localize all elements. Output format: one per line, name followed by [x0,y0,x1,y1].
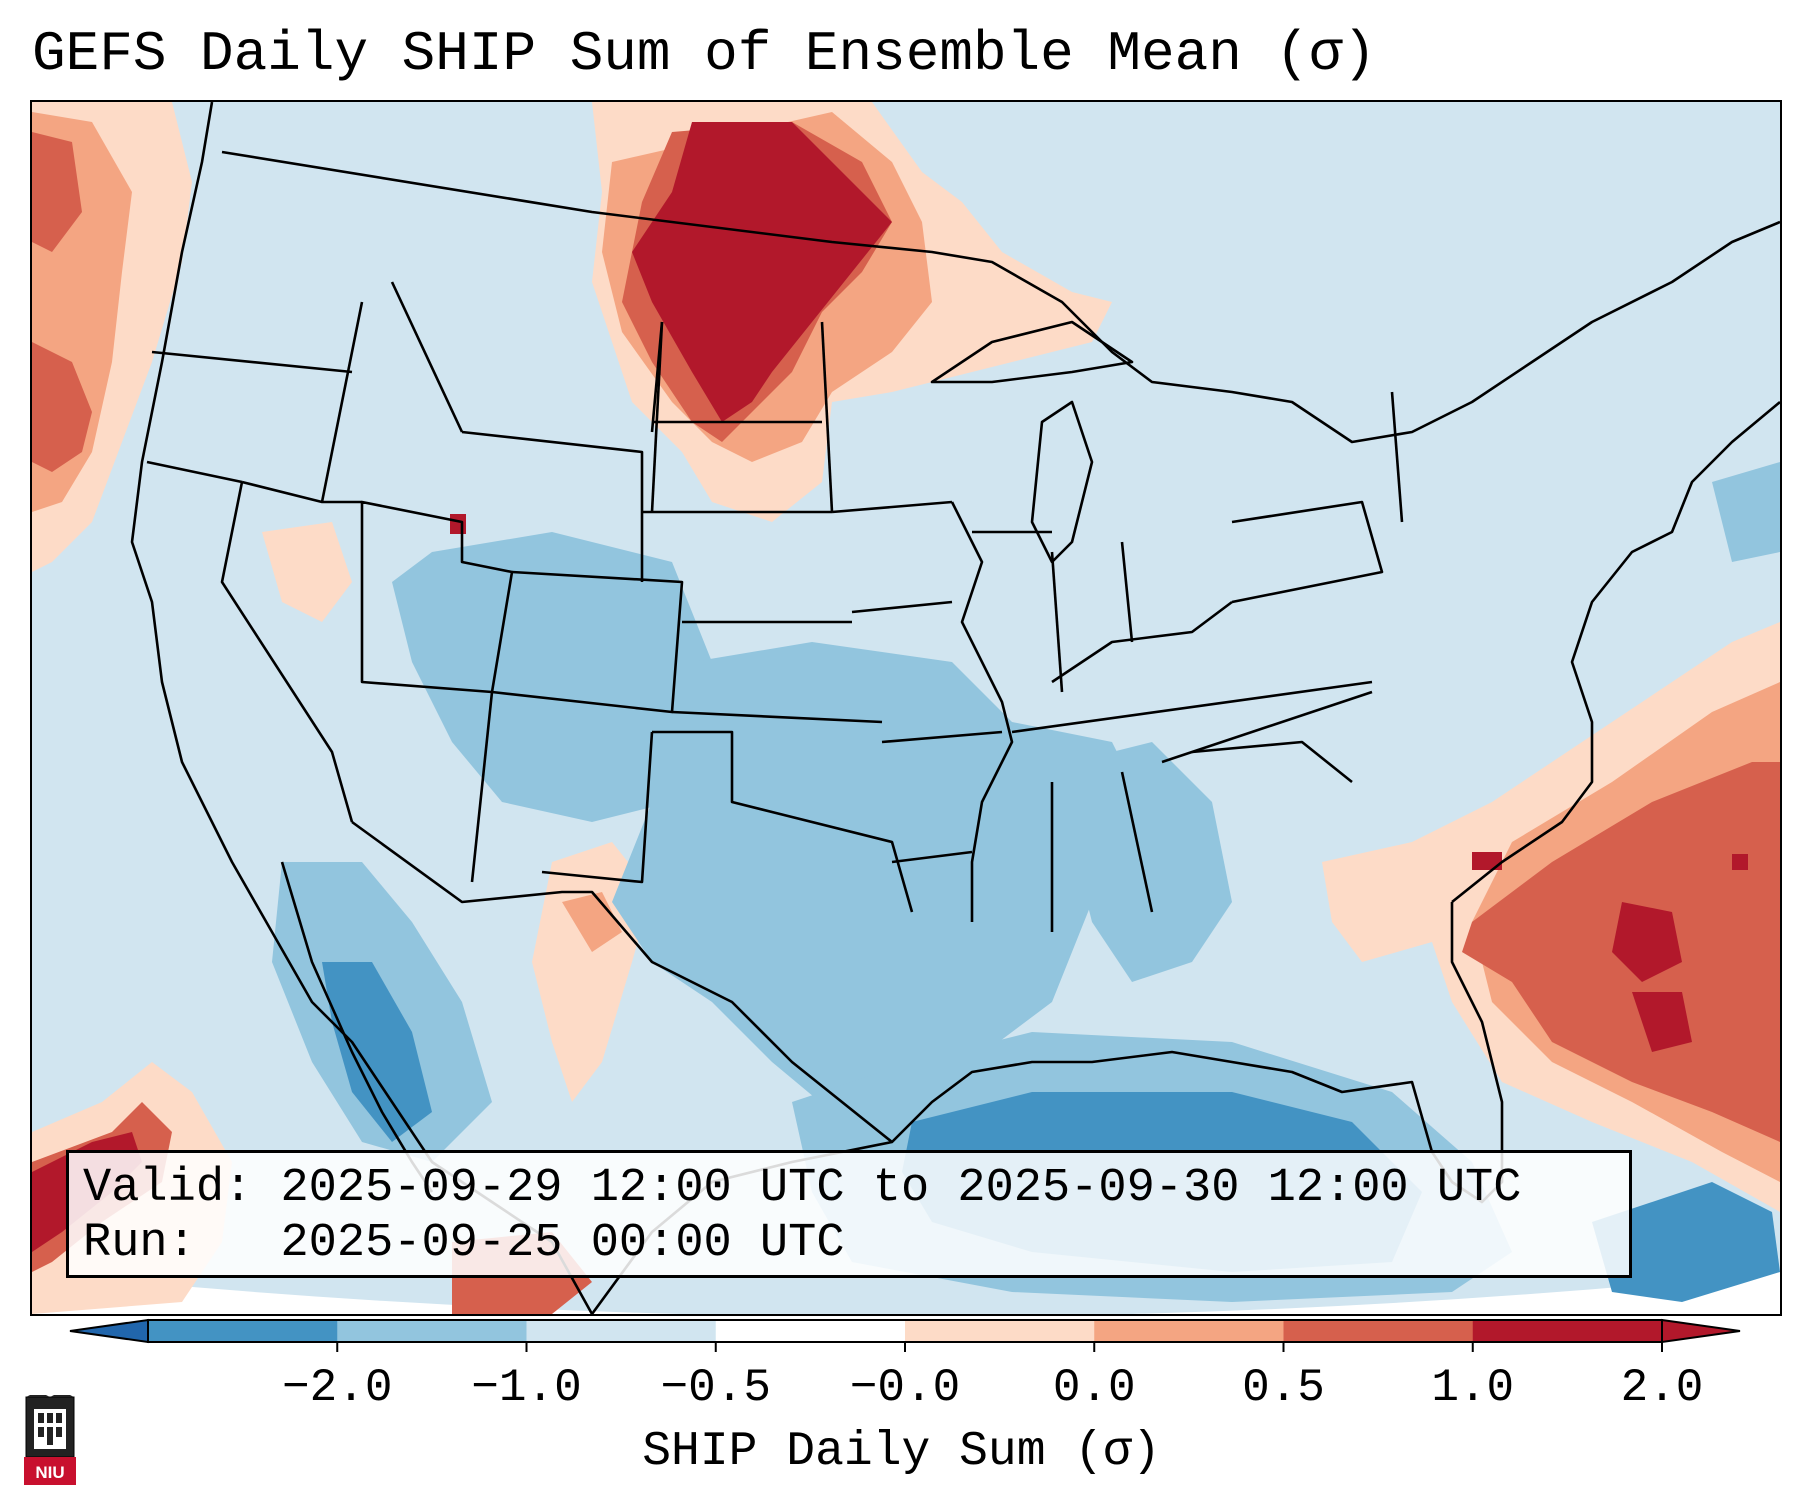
border-ky-oh [1051,600,1233,684]
border-wy [461,430,644,582]
run-label: Run: [83,1217,196,1270]
border-ca-or [146,460,243,484]
colorbar-tick-label: −0.0 [849,1362,961,1414]
colorbar-bin [905,1320,1095,1342]
border-dakotas-mn [820,321,834,513]
valid-value: 2025-09-29 12:00 UTC to 2025-09-30 12:00… [280,1162,1522,1215]
border-mt-nd [650,321,664,433]
anomaly-region-northern-plains-peak [632,122,892,422]
border-ia-mo [851,600,953,614]
border-pa [1231,500,1384,604]
niu-logo-text: NIU [35,1463,65,1482]
anomaly-region-great-basin [262,522,352,622]
border-in-oh [1120,541,1134,643]
anomaly-region-atlantic-peak-a [1612,902,1682,982]
anomaly-cell-utah [450,514,466,534]
coastline-east [1451,401,1780,904]
anomaly-region-pnw-peak [32,342,92,472]
border-nc-sc [1191,740,1353,784]
border-mt [390,281,464,433]
colorbar-tick-label: −2.0 [282,1362,393,1414]
colorbar-bin [526,1320,717,1342]
colorbar-bin [337,1320,527,1342]
border-ar-la [891,850,973,864]
colorbar-tick-label: 2.0 [1620,1362,1704,1414]
anomaly-region-caribbean-low [1592,1182,1780,1302]
colorbar-tick-label: 1.0 [1431,1362,1515,1414]
niu-logo: NIU [20,1391,80,1487]
border-tx-nm [541,731,654,884]
map-canvas [32,102,1780,1314]
colorbar-tick-label: −0.5 [660,1362,771,1414]
valid-run-info-box: Valid: 2025-09-29 12:00 UTC to 2025-09-3… [66,1150,1632,1278]
border-canada [221,150,1780,444]
anomaly-cell-atlantic-c [1472,852,1502,870]
lake-superior [930,320,1134,384]
border-al-ga [1120,771,1154,913]
colorbar-title: SHIP Daily Sum (σ) [642,1425,1161,1479]
border-mississippi-river [950,501,1014,922]
border-nv [220,481,354,823]
anomaly-region-mississippi-low [1072,742,1232,982]
lake-michigan [1030,400,1094,564]
border-va-nc [1161,690,1373,764]
border-ks-ok [671,710,883,724]
projection-edge [32,1272,1780,1314]
anomaly-region-atlantic-peak-b [1632,992,1692,1052]
anomaly-cell-atlantic-d [1732,854,1748,870]
border-ny-new-england [1390,391,1404,523]
anomaly-region-pnw-top [32,132,82,252]
colorbar-extend-high [1661,1318,1741,1344]
anomaly-region-southern-plains-low [612,642,1152,1112]
border-mn-ia [831,500,953,514]
anomaly-region-sonora-core [562,892,622,952]
colorbar-tick-label: 0.0 [1052,1362,1136,1414]
colorbar-tick-label: 0.5 [1242,1362,1325,1414]
colorbar-extend-low [69,1318,149,1344]
anomaly-region-four-corners-low [392,532,712,822]
border-mo-ar [881,730,1003,744]
colorbar [69,1318,1741,1352]
colorbar-bin [1472,1320,1663,1342]
niu-logo-icon [24,1391,76,1485]
map-panel[interactable] [30,100,1782,1316]
colorbar-bin [715,1320,906,1342]
run-line: Run: 2025-09-25 00:00 UTC [83,1216,1615,1271]
border-co [491,570,684,714]
anomaly-region-atlantic-nw-low [1712,462,1780,562]
anomaly-region-gulf-california-core [322,962,432,1142]
border-mexico [351,820,893,1144]
colorbar-tick-label: −1.0 [471,1362,582,1414]
border-tx-panhandle [652,730,914,913]
valid-line: Valid: 2025-09-29 12:00 UTC to 2025-09-3… [83,1161,1615,1216]
run-value: 2025-09-25 00:00 UTC [280,1217,845,1270]
border-il-in [1050,551,1064,693]
valid-label: Valid: [83,1162,253,1215]
border-or-wa [151,350,353,374]
border-tn-ky [1011,680,1373,734]
map-title: GEFS Daily SHIP Sum of Ensemble Mean (σ) [32,22,1377,86]
colorbar-bin [1283,1320,1474,1342]
colorbar-bin [1094,1320,1284,1342]
border-az-nm [470,691,494,883]
colorbar-bin [148,1320,338,1342]
border-id-mt [320,301,364,503]
